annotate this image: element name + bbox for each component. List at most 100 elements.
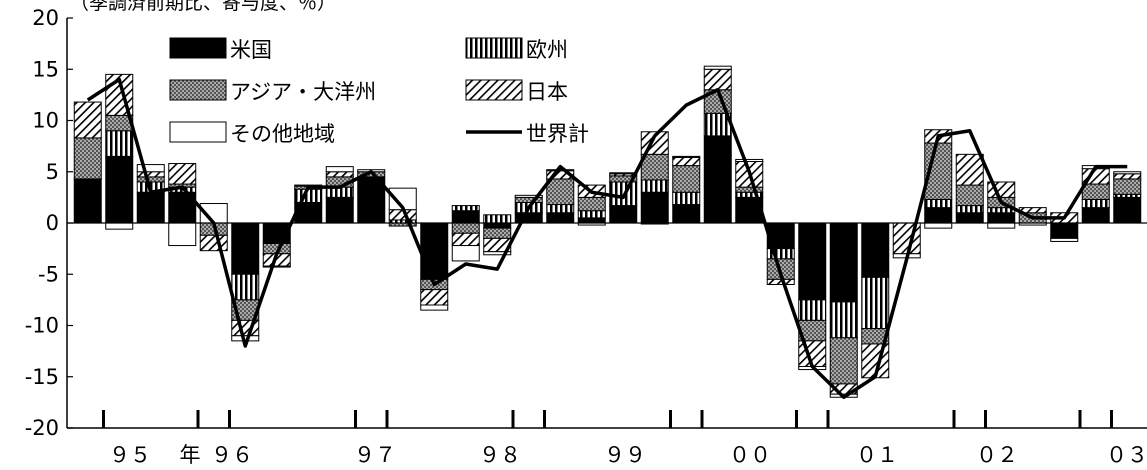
- bar-segment-white: [1050, 237, 1079, 242]
- bar-segment-crosshatch: [672, 165, 701, 193]
- bar-segment-solid-black: [420, 222, 449, 280]
- bar-segment-diagonal-hatch: [199, 234, 228, 252]
- bar-segment-solid-black: [105, 155, 134, 224]
- bar-segment-crosshatch: [483, 227, 512, 239]
- legend-swatch: [465, 37, 523, 59]
- bar-segment-diagonal-hatch: [73, 101, 102, 139]
- bar-segment-diagonal-hatch: [325, 171, 354, 178]
- bar-segment-white: [451, 245, 480, 262]
- bar-segment-solid-black: [451, 210, 480, 224]
- bar-segment-white: [703, 65, 732, 70]
- bar-segment-vertical-stripes: [1081, 198, 1110, 209]
- legend-item: アジア・大洋州: [169, 79, 376, 104]
- bar-segment-white: [609, 172, 638, 175]
- x-year-label: ０１: [856, 443, 898, 467]
- bar-segment-crosshatch: [577, 196, 606, 212]
- bars-layer: [73, 65, 1142, 398]
- line-layer: [86, 77, 1128, 399]
- bar-segment-crosshatch: [829, 337, 858, 385]
- legend-label: 日本: [526, 80, 568, 104]
- x-year-labels: ９５ 年 ９６ ９７ ９８ ９９ ００ ０１ ０２ ０３: [109, 443, 1147, 467]
- legend-item: 世界計: [466, 122, 589, 146]
- y-tick-label: 0: [46, 211, 59, 235]
- bar-segment-solid-black: [231, 222, 260, 275]
- y-tick-label: 20: [32, 6, 59, 30]
- bar-segment-solid-black: [514, 212, 543, 224]
- bar-segment-vertical-stripes: [672, 191, 701, 206]
- legend-label: 世界計: [526, 122, 589, 146]
- bar-segment-white: [987, 222, 1016, 229]
- x-year-label: ０３: [1106, 443, 1147, 467]
- bar-segment-white: [420, 304, 449, 311]
- bar-segment-white: [168, 222, 197, 247]
- bar-segment-crosshatch: [451, 222, 480, 234]
- bar-segment-diagonal-hatch: [168, 163, 197, 185]
- legend-swatch: [169, 121, 227, 143]
- bar-segment-solid-black: [987, 212, 1016, 224]
- legend-item: 米国: [169, 37, 272, 62]
- legend-label: 欧州: [526, 38, 568, 62]
- bar-segment-solid-black: [829, 222, 858, 303]
- bar-segment-solid-black: [672, 204, 701, 224]
- bar-segment-white: [136, 164, 165, 173]
- bar-segment-diagonal-hatch: [1113, 173, 1142, 180]
- bar-segment-solid-black: [1113, 196, 1142, 224]
- bar-segment-diagonal-hatch: [136, 171, 165, 178]
- bar-segment-diagonal-hatch: [955, 153, 984, 186]
- bar-segment-white: [735, 158, 764, 162]
- x-year-label: ９９: [604, 443, 646, 467]
- world-total-line: [86, 77, 1128, 399]
- axes-layer: [66, 17, 1147, 429]
- legend-item: その他地域: [169, 121, 335, 146]
- bar-segment-white: [262, 265, 291, 268]
- bar-segment-solid-black: [924, 207, 953, 224]
- bar-segment-solid-black: [640, 191, 669, 224]
- bar-segment-solid-black: [609, 205, 638, 224]
- bar-segment-crosshatch: [546, 178, 575, 206]
- bar-segment-white: [546, 169, 575, 172]
- bar-segment-crosshatch: [73, 137, 102, 180]
- bar-segment-vertical-stripes: [483, 214, 512, 224]
- y-tick-label: -5: [38, 262, 59, 286]
- legend-swatch: [169, 79, 227, 101]
- legend-label: その他地域: [230, 122, 335, 146]
- bar-segment-vertical-stripes: [577, 210, 606, 219]
- bar-segment-vertical-stripes: [861, 276, 890, 330]
- bar-segment-diagonal-hatch: [766, 278, 795, 285]
- x-year-label: ９７: [354, 443, 396, 467]
- bar-segment-white: [672, 155, 701, 158]
- legend-item: 日本: [465, 79, 568, 104]
- bar-segment-solid-black: [483, 222, 512, 229]
- bar-segment-vertical-stripes: [231, 273, 260, 301]
- y-tick-label: -15: [25, 365, 59, 389]
- bar-segment-solid-black: [1050, 222, 1079, 239]
- legend-label: アジア・大洋州: [230, 80, 376, 104]
- bar-segment-solid-black: [798, 222, 827, 301]
- bar-segment-white: [514, 194, 543, 198]
- bar-segment-crosshatch: [735, 186, 764, 193]
- x-year-label: 年: [180, 443, 201, 467]
- bar-segment-vertical-stripes: [955, 205, 984, 214]
- bar-segment-vertical-stripes: [105, 130, 134, 157]
- x-year-label: ００: [729, 443, 771, 467]
- y-tick-label: 10: [32, 109, 59, 133]
- x-year-label: ９５: [109, 443, 151, 467]
- legend-label: 米国: [230, 38, 272, 62]
- bar-segment-white: [105, 222, 134, 230]
- bar-segment-white: [325, 166, 354, 173]
- y-tick-label: -20: [25, 416, 59, 440]
- bar-segment-vertical-stripes: [451, 205, 480, 212]
- legend-swatch: [465, 79, 523, 101]
- bar-segment-solid-black: [955, 212, 984, 224]
- bar-segment-crosshatch: [955, 184, 984, 207]
- bar-segment-crosshatch: [136, 176, 165, 183]
- bar-segment-vertical-stripes: [829, 301, 858, 339]
- bar-segment-diagonal-hatch: [703, 68, 732, 91]
- legend-item: 欧州: [465, 37, 568, 62]
- bar-segment-vertical-stripes: [798, 299, 827, 321]
- bar-segment-vertical-stripes: [640, 179, 669, 193]
- x-year-label: ９６: [211, 443, 253, 467]
- bar-segment-crosshatch: [1113, 178, 1142, 195]
- bar-segment-vertical-stripes: [546, 204, 575, 214]
